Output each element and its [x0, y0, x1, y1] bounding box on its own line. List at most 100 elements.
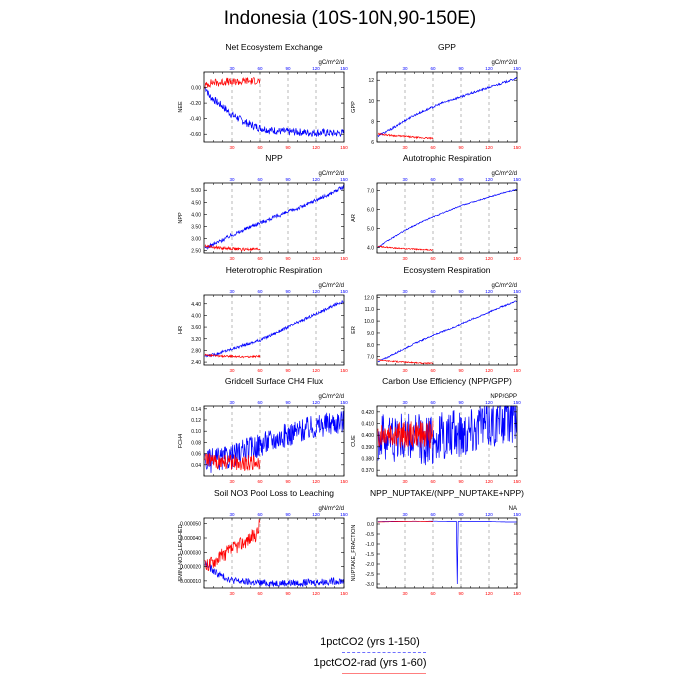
x-tick-label-bottom: 120 — [485, 256, 493, 261]
x-tick-label-top: 30 — [402, 289, 408, 294]
x-tick-label-top: 150 — [513, 512, 521, 517]
x-tick-label-top: 120 — [485, 512, 493, 517]
x-tick-label-top: 120 — [485, 400, 493, 405]
x-tick-label-top: 90 — [458, 400, 464, 405]
chart-title: Ecosystem Respiration — [404, 265, 491, 275]
chart-panel: Heterotrophic Respiration gC/m^2/d 2.40 2.8… — [178, 265, 348, 373]
plot-frame — [203, 182, 345, 254]
x-tick-label-top: 150 — [513, 289, 521, 294]
plot-frame — [376, 71, 518, 143]
chart-units: gC/m^2/d — [492, 283, 518, 289]
y-tick-label: 0.000050 — [180, 522, 201, 528]
x-tick-label-bottom: 150 — [513, 591, 521, 596]
series-line-series1 — [204, 87, 345, 138]
x-tick-label-top: 60 — [257, 400, 263, 405]
y-tick-label: -0.60 — [190, 132, 202, 138]
x-tick-label-bottom: 60 — [257, 256, 263, 261]
y-tick-label: 0.000040 — [180, 536, 201, 542]
chart-title: Heterotrophic Respiration — [226, 265, 323, 275]
x-tick-label-top: 60 — [257, 177, 263, 182]
chart-panel: Ecosystem Respiration gC/m^2/d 7.0 8.0 9.0 10… — [351, 265, 521, 373]
x-tick-label-top: 90 — [285, 66, 291, 71]
y-axis-label: CUE — [351, 435, 357, 447]
y-tick-label: -3.0 — [365, 582, 374, 588]
x-tick-label-bottom: 60 — [257, 479, 263, 484]
x-tick-label-top: 120 — [312, 177, 320, 182]
y-tick-label: 0.390 — [361, 445, 374, 451]
y-tick-label: 5.0 — [367, 226, 374, 232]
x-tick-label-top: 150 — [340, 177, 348, 182]
x-tick-label-top: 90 — [458, 66, 464, 71]
x-tick-label-bottom: 120 — [485, 368, 493, 373]
x-tick-label-top: 90 — [458, 512, 464, 517]
y-tick-label: 0.380 — [361, 457, 374, 463]
x-tick-label-top: 30 — [229, 289, 235, 294]
x-tick-label-top: 30 — [402, 66, 408, 71]
y-axis-label: ER — [351, 326, 357, 334]
chart-panel: NPP gC/m^2/d 2.50 3.00 3.50 4.00 4.50 5.00 30 60 9… — [178, 153, 348, 261]
y-tick-label: 3.00 — [191, 237, 201, 243]
x-tick-label-top: 30 — [402, 400, 408, 405]
y-tick-label: 4.00 — [191, 212, 201, 218]
x-tick-label-bottom: 90 — [285, 256, 291, 261]
x-tick-label-top: 120 — [485, 289, 493, 294]
x-tick-label-bottom: 30 — [229, 591, 235, 596]
x-tick-label-bottom: 30 — [402, 256, 408, 261]
y-axis-label: NPP — [178, 212, 184, 224]
series-line-series2 — [377, 520, 433, 523]
x-tick-label-bottom: 30 — [402, 591, 408, 596]
x-tick-label-bottom: 90 — [285, 368, 291, 373]
x-tick-label-bottom: 30 — [229, 479, 235, 484]
y-tick-label: 0.06 — [191, 452, 201, 458]
legend-line-1pctco2-rad — [342, 673, 426, 674]
chart-units: gC/m^2/d — [492, 60, 518, 66]
chart-panel: Autotrophic Respiration gC/m^2/d 4.0 5.0 6.0… — [351, 153, 521, 261]
y-tick-label: -0.5 — [365, 532, 374, 538]
y-axis-label: NUPTAKE_FRACTION — [351, 525, 357, 582]
y-tick-label: 8 — [371, 119, 374, 125]
x-tick-label-top: 30 — [229, 512, 235, 517]
y-tick-label: 7.0 — [367, 355, 374, 361]
x-tick-label-bottom: 60 — [430, 256, 436, 261]
x-tick-label-top: 30 — [229, 177, 235, 182]
x-tick-label-top: 60 — [257, 66, 263, 71]
series-line-series2 — [204, 77, 261, 89]
chart-title: NPP_NUPTAKE/(NPP_NUPTAKE+NPP) — [370, 488, 524, 498]
y-tick-label: -1.5 — [365, 552, 374, 558]
plot-frame — [376, 182, 518, 254]
y-tick-label: 2.40 — [191, 360, 201, 366]
series-line-series2 — [204, 353, 261, 359]
series-line-series1 — [377, 405, 518, 466]
y-axis-label: AR — [351, 214, 357, 222]
chart-units: gC/m^2/d — [319, 171, 345, 177]
plot-frame — [203, 517, 345, 589]
x-tick-label-bottom: 90 — [458, 479, 464, 484]
chart-units: gN/m^2/d — [319, 506, 345, 512]
page-title: Indonesia (10S-10N,90-150E) — [223, 8, 477, 29]
x-tick-label-top: 60 — [430, 66, 436, 71]
y-axis-label: HR — [178, 326, 184, 334]
x-tick-label-top: 90 — [285, 400, 291, 405]
x-tick-label-bottom: 30 — [402, 479, 408, 484]
chart-title: Soil NO3 Pool Loss to Leaching — [214, 488, 334, 498]
series-line-series1 — [377, 300, 518, 363]
x-tick-label-bottom: 120 — [312, 591, 320, 596]
x-tick-label-top: 120 — [312, 289, 320, 294]
x-tick-label-bottom: 90 — [458, 368, 464, 373]
legend-line-1pctco2 — [342, 652, 426, 653]
y-tick-label: 0.410 — [361, 422, 374, 428]
x-tick-label-top: 30 — [229, 400, 235, 405]
x-tick-label-top: 120 — [312, 400, 320, 405]
y-tick-label: 0.000030 — [180, 550, 201, 556]
x-tick-label-bottom: 60 — [257, 368, 263, 373]
x-tick-label-top: 60 — [257, 512, 263, 517]
y-tick-label: 12 — [368, 78, 374, 84]
series-line-series2 — [377, 132, 434, 140]
y-tick-label: 0.0 — [367, 522, 374, 528]
x-tick-label-bottom: 90 — [458, 591, 464, 596]
chart-title: Gridcell Surface CH4 Flux — [225, 376, 324, 386]
x-tick-label-bottom: 60 — [430, 145, 436, 150]
x-tick-label-bottom: 150 — [513, 479, 521, 484]
plot-frame — [203, 405, 345, 477]
